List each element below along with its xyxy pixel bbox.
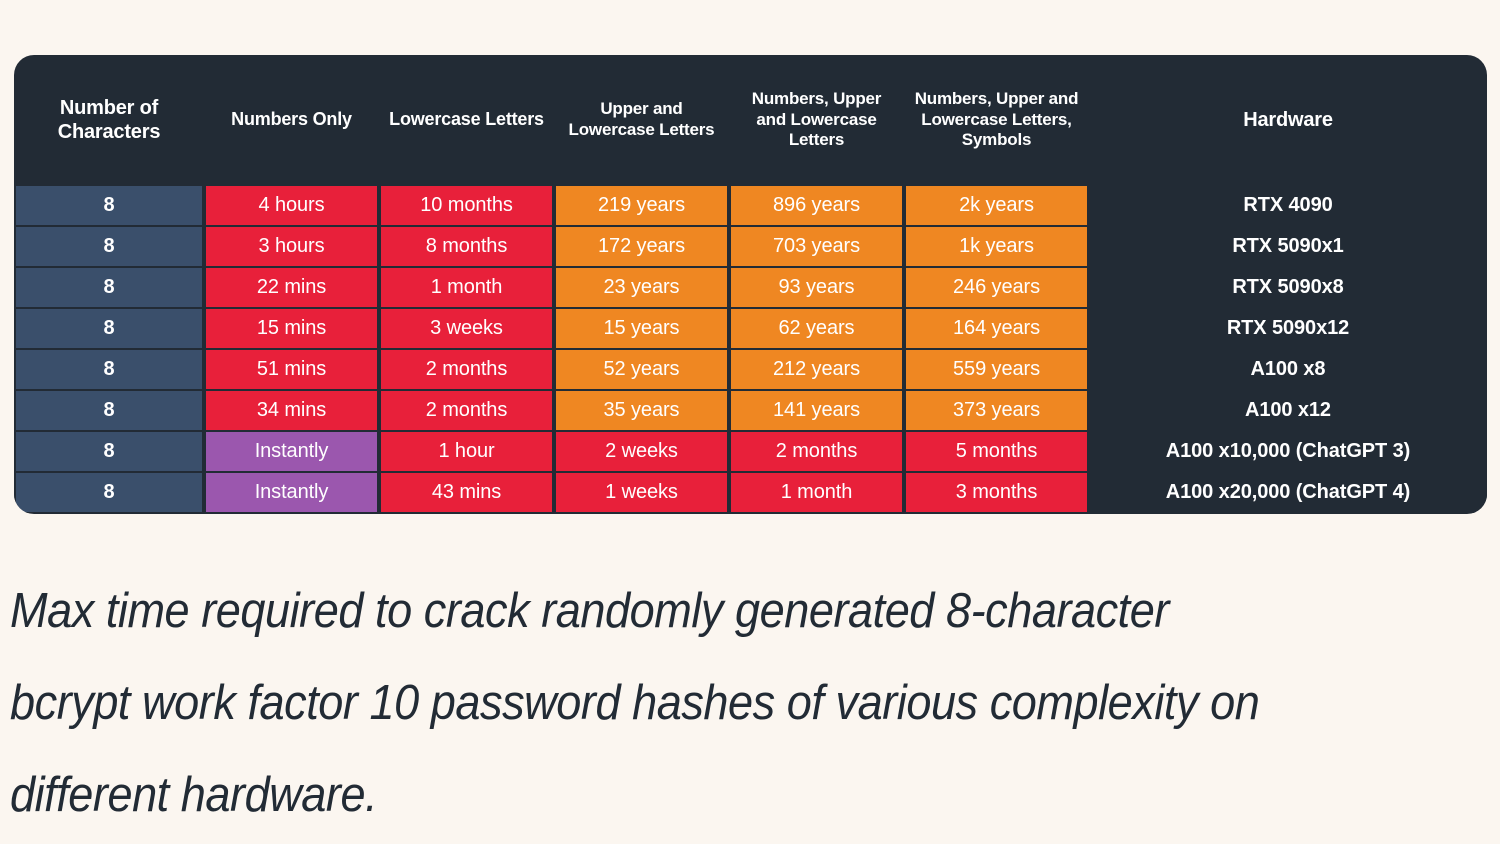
table-cell: 3 hours — [204, 226, 379, 267]
table-cell: 219 years — [554, 185, 729, 226]
table-cell: 15 mins — [204, 308, 379, 349]
table-cell: 2k years — [904, 185, 1089, 226]
table-cell: 35 years — [554, 390, 729, 431]
table-cell: 8 — [14, 226, 204, 267]
table-cell: 1 month — [379, 267, 554, 308]
table-cell: 51 mins — [204, 349, 379, 390]
table-cell-hardware: A100 x20,000 (ChatGPT 4) — [1089, 472, 1487, 513]
table-header-cell: Number of Characters — [57, 96, 161, 143]
table-cell: 5 months — [904, 431, 1089, 472]
table-cell: 34 mins — [204, 390, 379, 431]
table-cell: 8 months — [379, 226, 554, 267]
table-cell: 8 — [14, 472, 204, 513]
table-cell: 703 years — [729, 226, 904, 267]
table-cell: 2 weeks — [554, 431, 729, 472]
table-cell-hardware: A100 x12 — [1089, 390, 1487, 431]
table-cell: 246 years — [904, 267, 1089, 308]
table-cell: 8 — [14, 431, 204, 472]
table-cell: 8 — [14, 267, 204, 308]
table-cell: 2 months — [729, 431, 904, 472]
table-grid: Number of Characters Numbers Only Lowercas… — [14, 55, 1487, 513]
table-header-cell: Lowercase Letters — [389, 109, 544, 130]
table-header-cell: Numbers Only — [231, 109, 352, 130]
table-cell: 15 years — [554, 308, 729, 349]
table-cell: 23 years — [554, 267, 729, 308]
table-cell: 373 years — [904, 390, 1089, 431]
table-cell: 43 mins — [379, 472, 554, 513]
table-cell: 52 years — [554, 349, 729, 390]
table-cell: 2 months — [379, 390, 554, 431]
table-cell: 8 — [14, 349, 204, 390]
table-header-cell: Numbers, Upper and Lowercase Letters — [751, 88, 882, 150]
table-cell: 559 years — [904, 349, 1089, 390]
table-cell: 62 years — [729, 308, 904, 349]
table-cell-hardware: RTX 5090x8 — [1089, 267, 1487, 308]
table-cell: Instantly — [204, 431, 379, 472]
table-header-cell: Upper and Lowercase Letters — [568, 99, 715, 139]
table-header-cell: Hardware — [1243, 108, 1333, 131]
table-cell: 164 years — [904, 308, 1089, 349]
table-cell: 1 hour — [379, 431, 554, 472]
table-cell: 1 month — [729, 472, 904, 513]
table-cell: 10 months — [379, 185, 554, 226]
table-cell-hardware: RTX 5090x1 — [1089, 226, 1487, 267]
table-cell: 172 years — [554, 226, 729, 267]
table-cell: 141 years — [729, 390, 904, 431]
table-cell-hardware: RTX 4090 — [1089, 185, 1487, 226]
table-cell: 212 years — [729, 349, 904, 390]
password-crack-times-table: Number of Characters Numbers Only Lowercas… — [14, 55, 1487, 514]
table-caption: Max time required to crack randomly gene… — [10, 584, 1260, 822]
table-cell: 4 hours — [204, 185, 379, 226]
table-cell-hardware: A100 x10,000 (ChatGPT 3) — [1089, 431, 1487, 472]
table-cell: 1 weeks — [554, 472, 729, 513]
table-header-cell: Numbers, Upper and Lowercase Letters, Sy… — [914, 88, 1079, 150]
table-cell: 1k years — [904, 226, 1089, 267]
table-cell: 22 mins — [204, 267, 379, 308]
table-cell: 3 weeks — [379, 308, 554, 349]
table-cell-hardware: RTX 5090x12 — [1089, 308, 1487, 349]
table-cell: 8 — [14, 390, 204, 431]
table-cell: 8 — [14, 308, 204, 349]
table-cell: 3 months — [904, 472, 1089, 513]
table-cell: 2 months — [379, 349, 554, 390]
table-cell: 8 — [14, 185, 204, 226]
table-cell: 93 years — [729, 267, 904, 308]
table-cell-hardware: A100 x8 — [1089, 349, 1487, 390]
table-cell: 896 years — [729, 185, 904, 226]
table-cell: Instantly — [204, 472, 379, 513]
